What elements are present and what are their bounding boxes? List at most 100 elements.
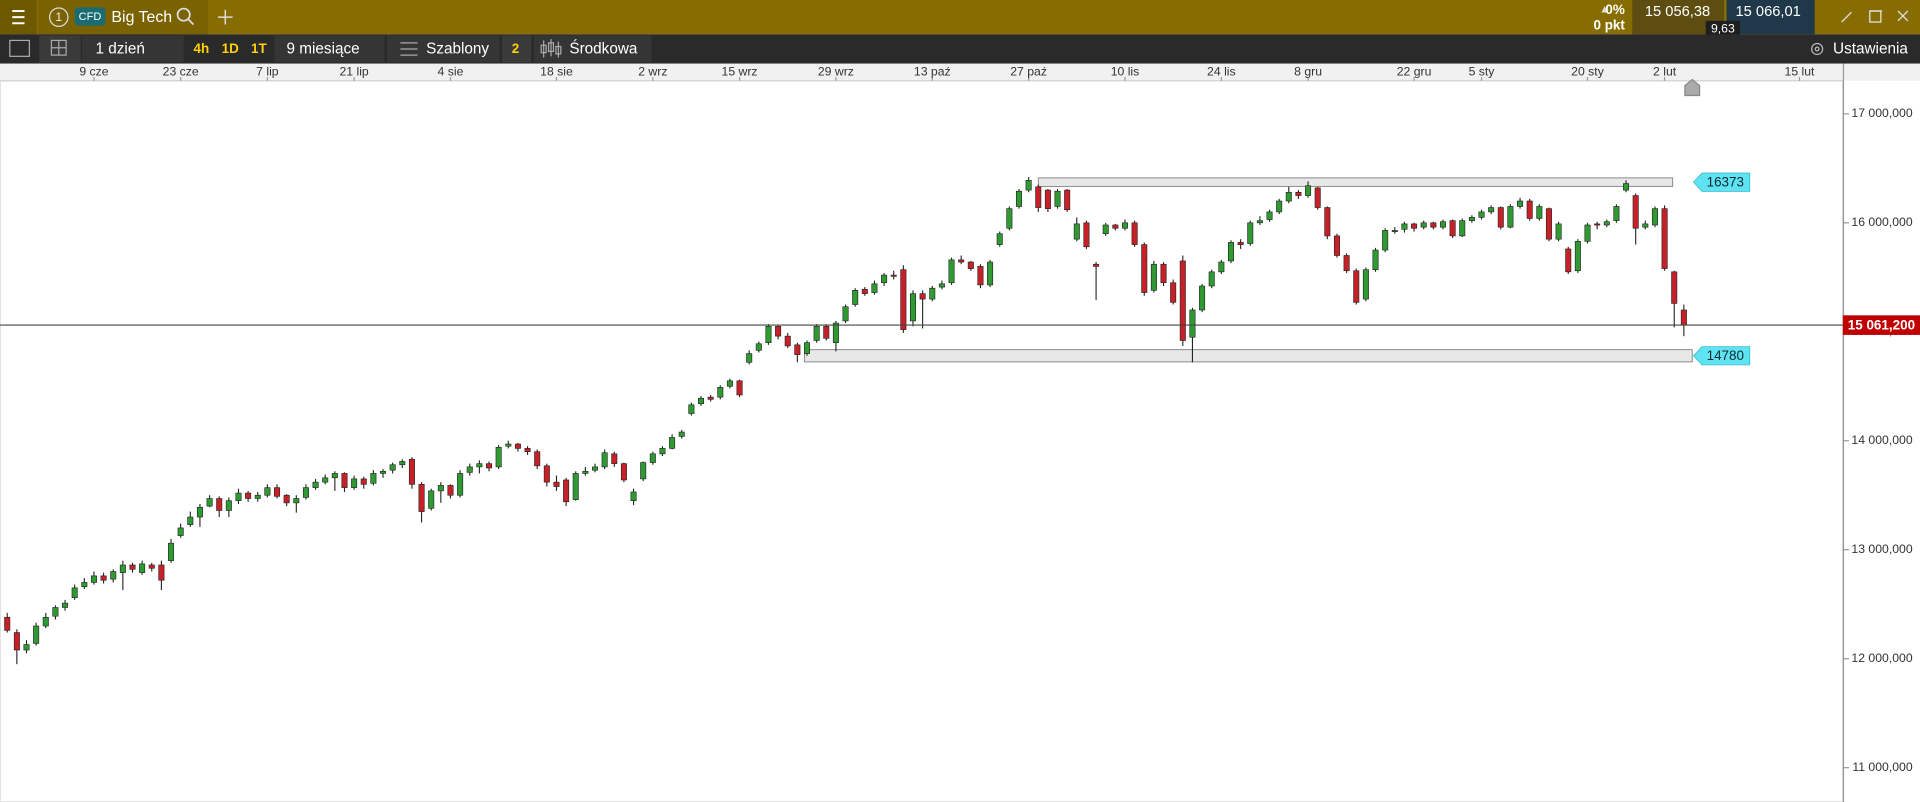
range-button[interactable]	[274, 35, 385, 63]
candle-body	[505, 443, 512, 447]
settings[interactable]: Ustawienia	[1833, 41, 1908, 58]
candle-body	[832, 322, 839, 343]
window-icons[interactable]	[1841, 10, 1909, 23]
badge: CFD	[79, 11, 102, 23]
candle-body	[1276, 200, 1283, 213]
x-tick-label: 29 wrz	[818, 64, 854, 78]
badge-bg	[74, 7, 106, 26]
candle-body	[13, 632, 20, 651]
candle-body	[1025, 179, 1032, 191]
instrument-name: Big Tech	[111, 9, 172, 26]
candle-body	[958, 259, 965, 263]
settings-icon[interactable]	[1811, 42, 1824, 56]
x-tick-label: 23 cze	[163, 64, 199, 78]
candle-body	[264, 487, 271, 496]
candle-body	[996, 233, 1003, 245]
candle-body	[929, 287, 936, 300]
candle-body	[1044, 189, 1051, 209]
candle-body	[611, 453, 618, 464]
candle-body	[649, 453, 656, 463]
candle-body	[274, 487, 281, 497]
candle-body	[399, 461, 406, 466]
layout-icon	[50, 39, 67, 56]
quick-interval[interactable]: 1D	[222, 41, 239, 56]
candle-body	[1237, 242, 1244, 245]
candle-body	[977, 266, 984, 286]
x-tick-label: 24 lis	[1207, 64, 1236, 78]
candle-body	[331, 473, 338, 479]
x-tick-label: 7 lip	[256, 64, 279, 78]
candle-body	[1623, 183, 1630, 191]
candle-body	[1199, 285, 1206, 311]
candle-body	[823, 326, 830, 339]
candle-body	[360, 478, 367, 485]
x-tick-label: 8 gru	[1294, 64, 1322, 78]
x-tick-label: 2 lut	[1653, 64, 1677, 78]
candle-body	[1054, 190, 1061, 207]
scroll-marker[interactable]	[1684, 78, 1701, 97]
candle-body	[524, 448, 531, 452]
layout-button[interactable]	[39, 35, 81, 63]
candle-body	[495, 446, 502, 468]
candle-body	[187, 516, 194, 525]
candle-body	[1545, 208, 1552, 240]
candle-body	[1305, 185, 1312, 196]
candle-body	[1266, 211, 1273, 220]
candle-body	[707, 396, 714, 400]
indicators-count: 2	[512, 41, 519, 56]
candle-body	[1478, 211, 1485, 218]
candle-body	[659, 448, 666, 455]
templates: Szablony	[426, 41, 489, 58]
candle-body	[1064, 189, 1071, 211]
candle-body	[1006, 208, 1013, 229]
quick-interval[interactable]: 1T	[251, 41, 267, 56]
candle-body	[688, 404, 695, 414]
candle-body	[139, 563, 146, 573]
candle-body	[534, 451, 541, 467]
x-tick-label: 21 lip	[339, 64, 368, 78]
candle-body	[1517, 200, 1524, 207]
level-label: 16373	[1707, 174, 1744, 189]
candle-body	[630, 491, 637, 501]
y-tick-label: 12 000,000	[1851, 651, 1912, 665]
candle-body	[33, 625, 40, 644]
candle-body	[592, 466, 599, 471]
candle-body	[620, 463, 627, 481]
ask-box[interactable]	[1726, 0, 1815, 35]
candle-body	[1382, 230, 1389, 251]
candle-body	[794, 344, 801, 355]
candle-body	[119, 564, 126, 573]
candle-body	[678, 431, 685, 437]
candle-body	[1574, 241, 1581, 272]
candle-body	[1449, 220, 1456, 237]
candle-body	[1073, 223, 1080, 240]
list-icon[interactable]	[9, 39, 30, 57]
y-tick-label: 14 000,000	[1851, 433, 1912, 447]
candle-body	[235, 492, 242, 501]
candle-body	[42, 616, 49, 627]
candle-body	[765, 326, 772, 343]
change-pts: 0 pkt	[1593, 17, 1625, 32]
candle-body	[1093, 263, 1100, 267]
candle-body	[216, 498, 223, 511]
style-icon	[540, 39, 562, 58]
interval-button[interactable]	[82, 35, 184, 63]
candle-body	[1362, 269, 1369, 300]
candle-body	[1420, 222, 1427, 228]
candle-body	[380, 470, 387, 474]
candle-body	[90, 575, 97, 583]
instrument-tab[interactable]	[37, 0, 209, 35]
candle-body	[1526, 200, 1533, 219]
candle-body	[919, 293, 926, 300]
add-tab[interactable]	[217, 9, 233, 25]
indicators-button[interactable]	[502, 35, 532, 63]
candle-body	[168, 542, 175, 561]
candle-body	[1507, 206, 1514, 228]
candle-body	[698, 397, 705, 405]
candle-body	[1112, 224, 1119, 229]
quick-interval[interactable]: 4h	[193, 41, 209, 56]
search-icon[interactable]	[176, 7, 195, 26]
candle-body	[582, 470, 589, 474]
